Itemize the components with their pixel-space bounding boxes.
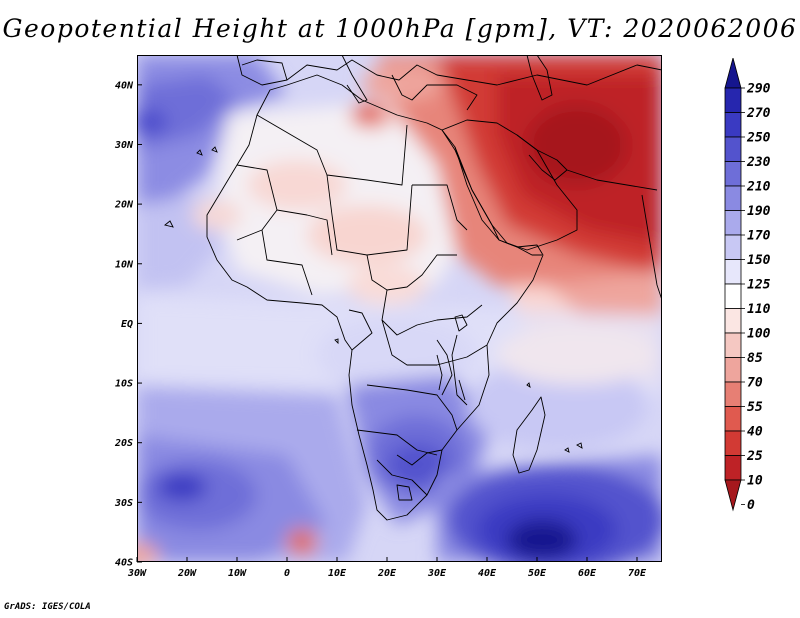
colorbar-box: [724, 161, 742, 187]
colorbar-label: 170: [747, 229, 771, 244]
colorbar-label: 290: [746, 82, 771, 97]
colorbar-label: 70: [747, 376, 763, 391]
islands: [164, 146, 583, 453]
colorbar-label: 100: [747, 327, 771, 342]
lat-tick-label: EQ: [121, 319, 133, 330]
colorbar-label: 190: [747, 204, 771, 219]
footer-credit: GrADS: IGES/COLA: [4, 602, 91, 612]
colorbar-box: [724, 381, 742, 407]
colorbar-label: 55: [747, 400, 763, 415]
map-frame: [137, 55, 662, 562]
field-smooth-layers: [137, 55, 662, 562]
colorbar-box: [724, 87, 742, 113]
lon-tick-label: 20W: [177, 568, 197, 579]
lat-tick-label: 20S: [114, 438, 133, 449]
lon-tick-label: 30E: [427, 568, 447, 579]
colorbar-box: [724, 308, 742, 334]
colorbar-box: [724, 234, 742, 260]
map-plot-area: [137, 55, 662, 562]
colorbar-label: 0: [747, 498, 755, 513]
lat-tick-label: 10N: [115, 259, 134, 270]
colorbar-labels: 2902702502302101901701501251101008570554…: [746, 82, 771, 514]
colorbar: 2902702502302101901701501251101008570554…: [724, 58, 771, 514]
lon-tick-label: 0: [284, 568, 290, 579]
colorbar-label: 110: [747, 302, 771, 317]
lat-tick-label: 30N: [114, 140, 134, 151]
coastlines-and-borders: [206, 55, 662, 521]
colorbar-label: 25: [746, 449, 763, 464]
colorbar-arrow-bottom: [724, 479, 742, 512]
colorbar-label: 210: [746, 180, 771, 195]
lon-tick-label: 20E: [377, 568, 397, 579]
colorbar-label: 150: [747, 253, 771, 268]
lon-tick-label: 40E: [478, 568, 497, 579]
lat-tick-label: 20N: [114, 200, 134, 211]
colorbar-boxes: [724, 58, 745, 512]
lat-tick-label: 30S: [114, 498, 133, 509]
lat-tick-label: 40N: [115, 80, 134, 91]
colorbar-label: 85: [747, 351, 763, 366]
colorbar-label: 10: [747, 474, 763, 489]
colorbar-label: 230: [746, 155, 771, 170]
lon-tick-label: 60E: [578, 568, 597, 579]
colorbar-box: [724, 455, 742, 481]
lon-tick-label: 70E: [628, 568, 647, 579]
colorbar-label: 125: [747, 278, 771, 293]
lon-tick-label: 10E: [328, 568, 347, 579]
chart-title: Geopotential Height at 1000hPa [gpm], VT…: [2, 14, 798, 43]
colorbar-label: 250: [746, 131, 771, 146]
colorbar-box: [724, 259, 742, 285]
colorbar-box: [724, 332, 742, 358]
colorbar-box: [724, 112, 742, 138]
colorbar-label: 270: [746, 106, 771, 121]
lon-tick-label: 50E: [528, 568, 547, 579]
colorbar-box: [724, 430, 742, 456]
lon-tick-label: 30W: [127, 568, 147, 579]
colorbar-box: [724, 210, 742, 236]
lat-tick-label: 10S: [115, 379, 133, 390]
colorbar-arrow-top: [724, 58, 742, 89]
colorbar-box: [724, 283, 742, 309]
colorbar-label: 40: [747, 425, 763, 440]
lon-tick-label: 10W: [228, 568, 247, 579]
lat-tick-label: 40S: [115, 558, 133, 569]
colorbar-box: [724, 185, 742, 211]
colorbar-box: [724, 136, 742, 162]
colorbar-box: [724, 406, 742, 432]
colorbar-box: [724, 357, 742, 383]
